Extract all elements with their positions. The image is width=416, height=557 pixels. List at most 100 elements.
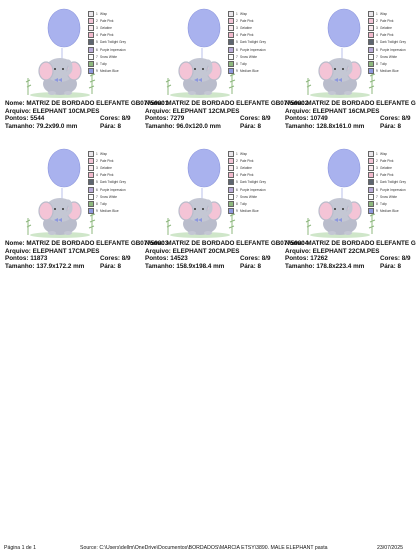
- legend-number: 4: [236, 173, 238, 178]
- thread-swatch: [368, 32, 374, 39]
- thread-color-legend: 1 Wisp 2 Pale Pink 3 Gelatine 4 Pale Pink 5 Dark …: [368, 150, 416, 215]
- legend-item: 9 Medium Blue: [88, 68, 140, 75]
- size-label: Tamanho:: [145, 262, 175, 270]
- legend-item: 4 Pale Pink: [88, 172, 140, 179]
- name-label: Nome:: [145, 100, 165, 107]
- legend-number: 4: [376, 173, 378, 178]
- legend-number: 9: [96, 209, 98, 214]
- legend-number: 5: [96, 40, 98, 45]
- stops-label: Pára:: [100, 262, 116, 270]
- legend-item: 9 Medium Blue: [228, 208, 280, 215]
- legend-color-name: Tulip: [380, 201, 387, 206]
- thread-swatch: [228, 157, 234, 164]
- legend-item: 3 Gelatine: [228, 24, 280, 31]
- legend-item: 4 Pale Pink: [228, 172, 280, 179]
- legend-number: 3: [96, 25, 98, 30]
- legend-number: 7: [376, 54, 378, 59]
- legend-item: 2 Pale Pink: [368, 157, 416, 164]
- legend-number: 8: [96, 61, 98, 66]
- file-label: Arquivo:: [285, 107, 311, 115]
- stops-label: Pára:: [240, 262, 256, 270]
- design-points: 14523: [170, 255, 188, 263]
- legend-number: 4: [376, 33, 378, 38]
- legend-item: 3 Gelatine: [88, 24, 140, 31]
- design-name: MATRIZ DE BORDADO ELEFANTE GB07750001: [26, 100, 169, 107]
- legend-number: 9: [376, 69, 378, 74]
- design-size: 96.0x120.0 mm: [176, 122, 221, 130]
- legend-color-name: Purple Impression: [100, 187, 126, 192]
- design-info: Nome: MATRIZ DE BORDADO ELEFANTE GB07750…: [145, 240, 308, 270]
- design-stops: 8: [257, 262, 262, 270]
- file-label: Arquivo:: [145, 247, 171, 255]
- legend-item: 1 Wisp: [88, 10, 140, 17]
- thread-swatch: [88, 24, 94, 31]
- thread-swatch: [228, 39, 234, 46]
- legend-item: 9 Medium Blue: [228, 68, 280, 75]
- size-label: Tamanho:: [5, 262, 35, 270]
- thread-swatch: [228, 17, 234, 24]
- legend-number: 9: [236, 209, 238, 214]
- thread-swatch: [228, 10, 234, 17]
- legend-number: 5: [96, 180, 98, 185]
- legend-number: 8: [236, 201, 238, 206]
- design-colors: 8/9: [261, 255, 271, 263]
- legend-color-name: Purple Impression: [100, 47, 126, 52]
- design-size: 178.8x223.4 mm: [316, 262, 365, 270]
- file-label: Arquivo:: [5, 107, 31, 115]
- points-label: Pontos:: [5, 115, 29, 123]
- thread-swatch: [368, 46, 374, 53]
- legend-number: 1: [96, 151, 98, 156]
- colors-label: Cores:: [240, 255, 260, 263]
- size-label: Tamanho:: [285, 262, 315, 270]
- legend-number: 2: [236, 158, 238, 163]
- thread-swatch: [88, 10, 94, 17]
- design-colors: 8/9: [261, 115, 271, 123]
- size-label: Tamanho:: [5, 122, 35, 130]
- legend-color-name: Wisp: [380, 11, 388, 16]
- legend-item: 2 Pale Pink: [228, 17, 280, 24]
- thread-color-legend: 1 Wisp 2 Pale Pink 3 Gelatine 4 Pale Pink 5 Dark …: [88, 10, 140, 75]
- thread-swatch: [368, 53, 374, 60]
- stops-label: Pára:: [100, 122, 116, 130]
- legend-item: 3 Gelatine: [88, 164, 140, 171]
- design-colors: 8/9: [121, 115, 131, 123]
- legend-number: 3: [236, 165, 238, 170]
- design-name: MATRIZ DE BORDADO ELEFANTE GB07750002: [166, 100, 309, 107]
- legend-number: 8: [376, 61, 378, 66]
- thread-swatch: [88, 39, 94, 46]
- legend-item: 4 Pale Pink: [368, 172, 416, 179]
- legend-item: 7 Snow White: [228, 193, 280, 200]
- colors-label: Cores:: [380, 255, 400, 263]
- legend-color-name: Snow White: [240, 194, 258, 199]
- print-date: 23/07/2025: [377, 545, 403, 551]
- legend-item: 3 Gelatine: [228, 164, 280, 171]
- legend-color-name: Wisp: [100, 151, 108, 156]
- legend-color-name: Pale Pink: [100, 18, 114, 23]
- design-card: 1 Wisp 2 Pale Pink 3 Gelatine 4 Pale Pink 5 Dark …: [0, 140, 168, 270]
- legend-color-name: Pale Pink: [380, 158, 394, 163]
- design-name: MATRIZ DE BORDADO ELEFANTE GB0: [306, 100, 416, 107]
- legend-color-name: Purple Impression: [380, 47, 406, 52]
- name-label: Nome:: [285, 100, 305, 107]
- legend-item: 2 Pale Pink: [88, 17, 140, 24]
- thread-color-legend: 1 Wisp 2 Pale Pink 3 Gelatine 4 Pale Pink 5 Dark …: [368, 10, 416, 75]
- legend-item: 2 Pale Pink: [88, 157, 140, 164]
- thread-swatch: [88, 208, 94, 215]
- legend-number: 4: [236, 33, 238, 38]
- legend-color-name: Medium Blue: [380, 209, 399, 214]
- design-card: 1 Wisp 2 Pale Pink 3 Gelatine 4 Pale Pink 5 Dark …: [280, 0, 416, 130]
- design-stops: 8: [397, 262, 402, 270]
- legend-item: 8 Tulip: [368, 200, 416, 207]
- legend-number: 9: [96, 69, 98, 74]
- page-number: Página 1 de 1: [4, 545, 37, 551]
- legend-number: 6: [376, 187, 378, 192]
- legend-color-name: Pale Pink: [240, 158, 254, 163]
- thread-swatch: [88, 46, 94, 53]
- legend-color-name: Tulip: [100, 201, 107, 206]
- legend-item: 8 Tulip: [228, 200, 280, 207]
- legend-item: 5 Dark Twilight Grey: [228, 179, 280, 186]
- legend-color-name: Tulip: [240, 61, 247, 66]
- legend-number: 4: [96, 33, 98, 38]
- design-size: 158.9x198.4 mm: [176, 262, 225, 270]
- legend-color-name: Tulip: [240, 201, 247, 206]
